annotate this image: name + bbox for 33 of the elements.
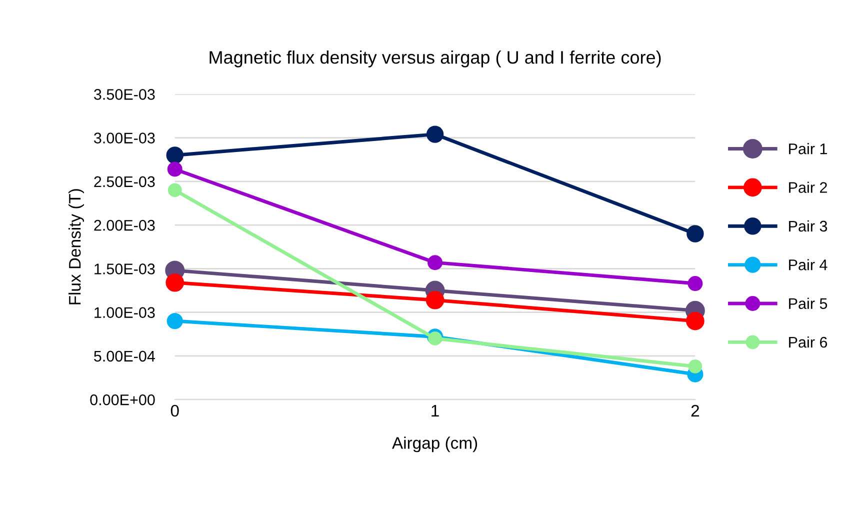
x-tick-label: 1: [432, 405, 439, 417]
x-axis-title: Airgap (cm): [392, 436, 478, 452]
point: [168, 183, 182, 198]
y-tick-label: 5.00E-04: [94, 350, 155, 362]
y-tick-label: 1.50E-03: [94, 264, 155, 274]
point: [167, 162, 182, 177]
y-tick-label: 3.50E-03: [94, 89, 155, 100]
point: [426, 126, 444, 143]
chart-title: Magnetic flux density versus airgap ( U and I ferrite core): [210, 50, 661, 68]
point: [428, 332, 442, 346]
point: [686, 225, 704, 242]
legend-label: Pair 2: [789, 182, 827, 193]
y-tick-label: 2.00E-03: [94, 220, 155, 231]
x-tick-label: 2: [691, 404, 699, 417]
point: [688, 276, 703, 292]
legend-label: Pair 1: [789, 143, 827, 154]
point: [166, 312, 183, 330]
legend-label: Pair 6: [789, 336, 828, 348]
y-axis-title: Flux Density (T): [68, 189, 84, 304]
y-tick-label: 1.00E-03: [94, 307, 155, 318]
point: [426, 290, 444, 310]
legend-label: Pair 5: [789, 298, 828, 309]
point: [166, 273, 184, 292]
y-tick-label: 3.00E-03: [94, 132, 155, 144]
legend-label: Pair 4: [789, 259, 828, 270]
legend-label: Pair 3: [789, 220, 828, 232]
y-tick-label: 0.00E+00: [90, 394, 155, 406]
point: [688, 359, 702, 374]
x-tick-label: 0: [170, 404, 179, 417]
point: [686, 312, 704, 330]
y-tick-label: 2.50E-03: [94, 176, 155, 188]
point: [166, 146, 184, 164]
point: [428, 255, 443, 270]
